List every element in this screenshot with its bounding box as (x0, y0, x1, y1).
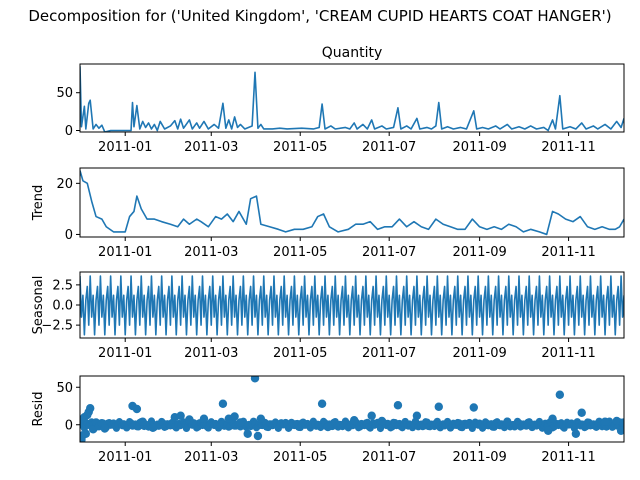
quantity-xtick-label: 2011-01 (98, 140, 152, 155)
resid-point (100, 424, 109, 433)
quantity-xtick-label: 2011-03 (184, 140, 238, 155)
resid-point (218, 399, 228, 408)
resid-point (393, 401, 403, 410)
trend-ytick-label: 0 (65, 228, 73, 243)
resid-point (236, 418, 245, 427)
resid-point (86, 404, 95, 413)
seasonal-ytick-label: 2.5 (52, 278, 73, 293)
resid-xtick-label: 2011-11 (541, 450, 595, 465)
resid-point (199, 414, 209, 423)
trend-panel: 0 20 2011-01 2011-03 2011-05 2011-07 2011-09 20… (31, 167, 625, 260)
resid-xtick-label: 2011-09 (452, 450, 506, 465)
resid-point (412, 411, 422, 420)
resid-point (176, 411, 185, 420)
trend-xtick-label: 2011-09 (452, 245, 506, 260)
resid-point (81, 429, 91, 438)
quantity-ytick-label: 50 (56, 86, 73, 101)
trend-xtick-label: 2011-07 (362, 245, 416, 260)
resid-point (185, 415, 194, 424)
resid-point (543, 426, 553, 435)
seasonal-ylabel: Seasonal (31, 276, 46, 335)
trend-xtick-label: 2011-01 (98, 245, 152, 260)
trend-ylabel: Trend (31, 185, 46, 222)
resid-point (243, 429, 252, 438)
quantity-xtick-label: 2011-05 (273, 140, 327, 155)
resid-point (148, 423, 158, 432)
seasonal-line (80, 275, 624, 336)
resid-point (132, 404, 142, 414)
resid-ylabel: Resid (31, 391, 46, 426)
resid-point (256, 414, 266, 423)
quantity-xtick-label: 2011-09 (452, 140, 506, 155)
trend-axes-frame (79, 167, 625, 238)
seasonal-xtick-label: 2011-09 (452, 346, 506, 361)
resid-point (619, 418, 624, 427)
trend-xtick-label: 2011-05 (273, 245, 327, 260)
resid-point (612, 416, 621, 426)
resid-point (377, 416, 387, 426)
quantity-xtick-label: 2011-11 (541, 140, 595, 155)
trend-ytick-label: 20 (56, 177, 73, 192)
quantity-panel: 0 50 2011-01 2011-03 2011-05 2011-07 2011-09 20… (56, 45, 625, 155)
resid-point (323, 422, 333, 432)
seasonal-xtick-label: 2011-03 (184, 346, 238, 361)
resid-points (80, 376, 624, 442)
figure-title: Decomposition for ('United Kingdom', 'CR… (28, 7, 611, 25)
resid-point (138, 417, 147, 426)
resid-point (469, 403, 478, 412)
seasonal-ytick-label: −2.5 (41, 319, 73, 334)
seasonal-xtick-label: 2011-01 (98, 346, 152, 361)
quantity-ytick-label: 0 (65, 124, 73, 139)
trend-line (80, 170, 624, 236)
resid-point (253, 431, 263, 441)
seasonal-xtick-label: 2011-11 (541, 346, 595, 361)
resid-point (571, 429, 581, 438)
seasonal-panel: 2.5 0.0 −2.5 2011-01 2011-03 2011-05 2011-07 20… (31, 271, 625, 361)
resid-xtick-label: 2011-01 (98, 450, 152, 465)
quantity-xtick-label: 2011-07 (362, 140, 416, 155)
quantity-axes-frame (79, 63, 625, 133)
seasonal-xtick-label: 2011-05 (273, 346, 327, 361)
resid-xtick-label: 2011-03 (184, 450, 238, 465)
resid-xtick-label: 2011-05 (273, 450, 327, 465)
resid-point (555, 390, 565, 399)
resid-xtick-label: 2011-07 (362, 450, 416, 465)
resid-point (600, 417, 610, 426)
quantity-title: Quantity (322, 45, 383, 61)
seasonal-ytick-label: 0.0 (52, 299, 73, 314)
resid-axes-frame (79, 375, 625, 443)
resid-point (250, 376, 260, 383)
trend-xtick-label: 2011-11 (541, 245, 595, 260)
resid-point (230, 412, 239, 421)
resid-point (367, 411, 376, 420)
seasonal-xtick-label: 2011-07 (362, 346, 416, 361)
resid-panel: 0 50 2011-01 2011-03 2011-05 2011-07 2011-09 20… (31, 375, 625, 465)
resid-point (577, 408, 586, 417)
resid-point (349, 416, 359, 425)
resid-point (616, 426, 624, 435)
trend-xtick-label: 2011-03 (184, 245, 238, 260)
resid-point (548, 414, 557, 423)
resid-point (434, 402, 443, 411)
resid-point (503, 417, 512, 426)
resid-ytick-label: 50 (56, 381, 73, 396)
resid-ytick-label: 0 (65, 418, 73, 433)
quantity-line (80, 66, 624, 132)
resid-point (317, 399, 327, 408)
